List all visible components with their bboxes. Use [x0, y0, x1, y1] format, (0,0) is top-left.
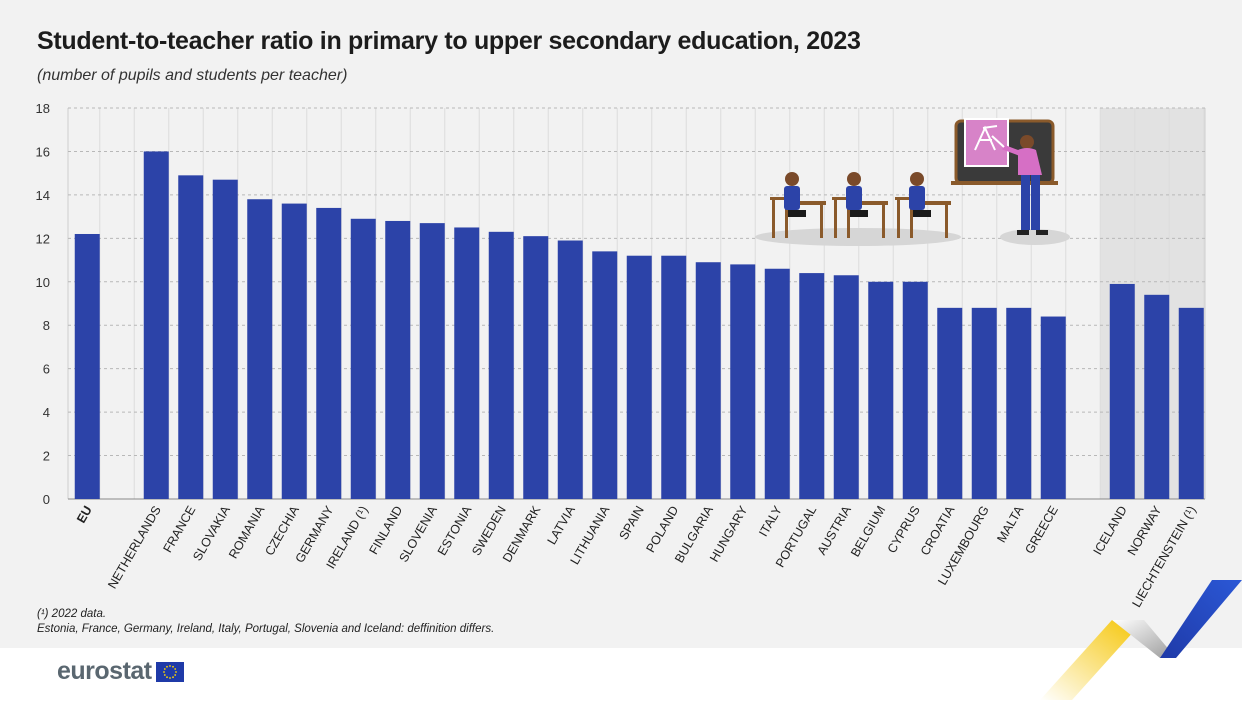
y-tick-label: 18 [36, 101, 50, 116]
bar-cyprus [902, 281, 928, 499]
chart-subtitle: (number of pupils and students per teach… [37, 67, 348, 84]
footnote-2: Estonia, France, Germany, Ireland, Italy… [37, 623, 495, 635]
x-tick-label: NETHERLANDS [105, 504, 164, 592]
bar-germany [316, 207, 342, 499]
bar-hungary [730, 264, 756, 499]
bar-poland [661, 255, 687, 499]
x-tick-label: ROMANIA [226, 503, 268, 561]
bar-czechia [281, 203, 307, 500]
bar-luxembourg [971, 307, 997, 499]
classroom-illustration [755, 118, 1070, 246]
x-tick-label: EU [74, 504, 95, 526]
x-tick-label: LATVIA [545, 503, 579, 547]
bar-lithuania [592, 251, 618, 499]
y-tick-label: 0 [43, 492, 50, 507]
bar-slovakia [212, 179, 238, 499]
bar-croatia [937, 307, 963, 499]
bar-spain [626, 255, 652, 499]
x-tick-label: CZECHIA [262, 503, 302, 558]
x-tick-label: ESTONIA [435, 503, 475, 558]
student-figure [895, 172, 951, 238]
bar-latvia [557, 240, 583, 499]
x-tick-label: GREECE [1022, 504, 1061, 557]
bar-netherlands [143, 151, 169, 499]
y-tick-label: 14 [36, 188, 50, 203]
chart-title: Student-to-teacher ratio in primary to u… [37, 27, 861, 55]
bar-bulgaria [695, 262, 721, 499]
bar-portugal [799, 273, 825, 499]
y-tick-label: 6 [43, 362, 50, 377]
bar-estonia [454, 227, 480, 499]
bar-france [178, 175, 204, 500]
bar-ireland [350, 218, 376, 500]
logo-text: eurostat [57, 657, 152, 685]
footnotes: (¹) 2022 data. Estonia, France, Germany,… [37, 607, 494, 637]
bar-slovenia [419, 223, 445, 499]
x-tick-label: NORWAY [1125, 503, 1165, 558]
bar-denmark [523, 236, 549, 499]
x-tick-label: CYPRUS [885, 504, 923, 556]
x-tick-label: SPAIN [616, 504, 646, 543]
y-tick-label: 12 [36, 231, 50, 246]
x-tick-label: FRANCE [161, 504, 199, 556]
bar-romania [247, 199, 273, 499]
bar-sweden [488, 231, 514, 500]
bar-austria [833, 275, 859, 499]
bar-belgium [868, 281, 894, 499]
x-tick-label: ICELAND [1091, 504, 1130, 558]
x-tick-label: BELGIUM [848, 504, 888, 560]
y-tick-label: 4 [43, 405, 50, 420]
y-tick-label: 10 [36, 275, 50, 290]
eu-flag-icon [155, 661, 184, 682]
bar-greece [1040, 316, 1066, 499]
bar-iceland [1109, 283, 1135, 499]
bar-norway [1144, 294, 1170, 499]
x-tick-label: CROATIA [918, 503, 958, 558]
x-tick-label: SWEDEN [469, 504, 509, 559]
eurostat-logo: eurostat [57, 657, 184, 686]
student-figure [832, 172, 888, 238]
x-tick-label: MALTA [994, 503, 1026, 545]
x-tick-label: ITALY [756, 503, 785, 539]
bar-liechtenstein [1178, 307, 1204, 499]
y-tick-label: 8 [43, 318, 50, 333]
student-figure [770, 172, 826, 238]
bar-eu [74, 233, 100, 499]
x-tick-label: FINLAND [366, 504, 405, 557]
bar-italy [764, 268, 790, 499]
x-tick-label: AUSTRIA [815, 503, 855, 557]
y-tick-label: 16 [36, 144, 50, 159]
bar-finland [385, 220, 411, 499]
y-tick-label: 2 [43, 449, 50, 464]
x-tick-label: POLAND [644, 504, 682, 556]
bar-malta [1006, 307, 1032, 499]
footnote-1: (¹) 2022 data. [37, 608, 107, 620]
decorative-chevron [1040, 580, 1242, 700]
